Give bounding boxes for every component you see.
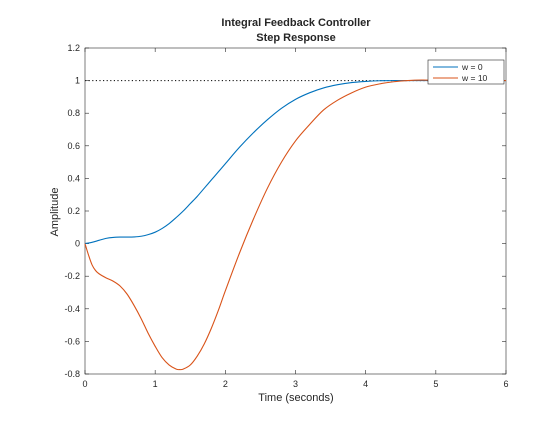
y-tick-label: 0.2 [67,206,80,216]
axes-box [84,47,507,375]
x-tick-label: 3 [293,379,298,389]
y-tick-label: -0.6 [64,336,80,346]
x-tick-label: 2 [223,379,228,389]
y-tick-label: 0.8 [67,108,80,118]
x-tick-label: 6 [503,379,508,389]
legend: w = 0w = 10 [427,59,505,85]
chart-title: Integral Feedback Controller [221,17,371,29]
x-axis-label: Time (seconds) [258,392,333,404]
y-tick-label: 1.2 [67,43,80,53]
legend-label-1: w = 0 [461,62,483,72]
y-tick-label: -0.8 [64,369,80,379]
plot-area: 0 1 2 3 4 5 6 -0.8 -0.6 -0.4 -0.2 0 0.2 0.4 0.6 0.8 1 1.2 [64,43,508,389]
series-line-2 [84,79,507,371]
chart-subtitle: Step Response [256,32,335,44]
y-tick-label: -0.4 [64,304,80,314]
legend-box [427,59,505,85]
y-axis-label: Amplitude [49,188,61,237]
series-line-1 [84,80,506,245]
y-tick-label: 0 [75,239,80,249]
x-tick-label: 4 [363,379,368,389]
x-tick-label: 1 [153,379,158,389]
x-tick-label: 0 [82,379,87,389]
y-tick-label: 1 [75,76,80,86]
y-tick-label: 0.4 [67,173,80,183]
y-tick-label: 0.6 [67,141,80,151]
legend-label-2: w = 10 [461,73,488,83]
x-tick-label: 5 [433,379,438,389]
y-tick-label: -0.2 [64,271,80,281]
